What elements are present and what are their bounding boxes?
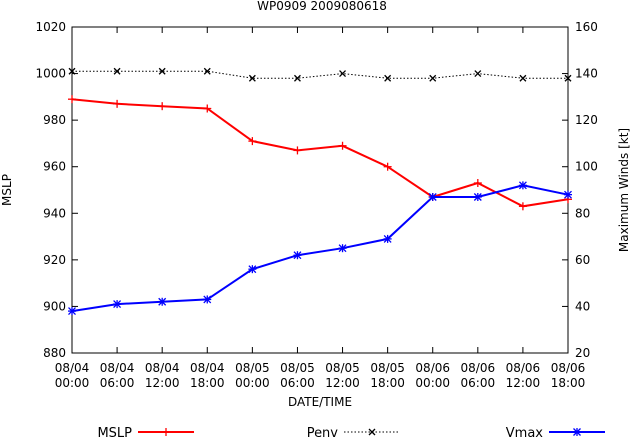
right-tick-label: 80 (575, 206, 590, 220)
point-vmax (564, 190, 572, 199)
point-penv (248, 74, 256, 82)
chart-title: WP0909 2009080618 (257, 0, 387, 13)
x-tick-label-time: 18:00 (551, 376, 586, 390)
point-vmax (338, 244, 347, 253)
point-penv (293, 74, 301, 82)
series-line-mslp (71, 98, 569, 208)
x-tick-label-time: 06:00 (461, 376, 496, 390)
x-tick-label-date: 08/05 (370, 361, 405, 375)
legend: MSLP Penv Vmax (97, 426, 605, 437)
point-penv (113, 67, 121, 75)
x-tick-label-date: 08/04 (145, 361, 180, 375)
point-vmax (113, 300, 122, 309)
x-tick-label-time: 18:00 (370, 376, 405, 390)
point-vmax (518, 181, 527, 190)
x-tick-label-time: 12:00 (325, 376, 360, 390)
x-tick-label-date: 08/05 (325, 361, 360, 375)
x-tick-label-date: 08/06 (461, 361, 496, 375)
point-mslp (113, 99, 122, 108)
series-line-penv (72, 70, 568, 79)
point-vmax (383, 234, 392, 243)
point-mslp (248, 137, 257, 146)
point-penv (203, 67, 211, 75)
point-mslp (518, 202, 527, 211)
x-tick-label-time: 06:00 (100, 376, 135, 390)
x-tick-label-time: 18:00 (190, 376, 225, 390)
x-tick-label-date: 08/06 (415, 361, 450, 375)
right-tick-label: 60 (575, 253, 590, 267)
point-vmax (473, 192, 482, 201)
point-vmax (68, 307, 76, 316)
legend-label-mslp: MSLP (97, 426, 132, 437)
point-vmax (428, 192, 437, 201)
right-tick-label: 40 (575, 299, 590, 313)
point-vmax (248, 265, 257, 274)
legend-marker-mslp (162, 428, 170, 436)
x-tick-label-date: 08/06 (551, 361, 586, 375)
point-mslp (68, 95, 76, 104)
x-tick-label-time: 12:00 (506, 376, 541, 390)
right-axis-label: Maximum Winds [kt] (617, 128, 631, 252)
right-tick-label: 20 (575, 346, 590, 360)
x-tick-label-date: 08/05 (235, 361, 270, 375)
point-vmax (293, 251, 302, 260)
series-layer (68, 67, 572, 316)
point-mslp (203, 104, 212, 113)
x-tick-label-time: 00:00 (55, 376, 90, 390)
x-axis-label: DATE/TIME (288, 395, 352, 409)
point-mslp (383, 162, 392, 171)
left-tick-label: 1000 (35, 67, 66, 81)
x-axis-ticks: 08/0400:0008/0406:0008/0412:0008/0418:00… (55, 27, 586, 390)
x-tick-label-date: 08/06 (506, 361, 541, 375)
point-penv (474, 70, 482, 78)
point-vmax (158, 297, 167, 306)
x-tick-label-date: 08/04 (100, 361, 135, 375)
left-tick-label: 1020 (35, 20, 66, 34)
x-tick-label-time: 06:00 (280, 376, 315, 390)
left-tick-label: 980 (43, 113, 66, 127)
legend-marker-vmax (573, 428, 581, 436)
legend-label-penv: Penv (307, 426, 339, 437)
left-tick-label: 920 (43, 253, 66, 267)
point-mslp (158, 102, 167, 111)
right-tick-label: 160 (575, 20, 598, 34)
left-tick-label: 960 (43, 160, 66, 174)
point-penv (158, 67, 166, 75)
left-tick-label: 900 (43, 299, 66, 313)
left-axis-ticks: 880 900 920 940 960 980 1000 1020 (35, 20, 78, 360)
right-tick-label: 140 (575, 67, 598, 81)
legend-label-vmax: Vmax (506, 426, 544, 437)
x-tick-label-time: 00:00 (235, 376, 270, 390)
point-penv (564, 74, 572, 82)
left-tick-label: 940 (43, 206, 66, 220)
right-tick-label: 100 (575, 160, 598, 174)
series-line-vmax (71, 184, 569, 313)
x-tick-label-time: 00:00 (415, 376, 450, 390)
point-mslp (293, 146, 302, 155)
point-mslp (338, 141, 347, 150)
point-penv (68, 67, 76, 75)
left-tick-label: 880 (43, 346, 66, 360)
point-vmax (203, 295, 212, 304)
x-tick-label-date: 08/04 (190, 361, 225, 375)
point-penv (519, 74, 527, 82)
x-tick-label-date: 08/04 (55, 361, 90, 375)
x-tick-label-date: 08/05 (280, 361, 315, 375)
right-tick-label: 120 (575, 113, 598, 127)
right-axis-ticks: 20 40 60 80 100 120 140 160 (562, 20, 598, 360)
point-penv (429, 74, 437, 82)
left-axis-label: MSLP (0, 174, 14, 206)
point-penv (339, 70, 347, 78)
legend-marker-penv (368, 428, 376, 436)
point-penv (384, 74, 392, 82)
x-tick-label-time: 12:00 (145, 376, 180, 390)
point-mslp (473, 179, 482, 188)
plot-frame (71, 26, 569, 354)
